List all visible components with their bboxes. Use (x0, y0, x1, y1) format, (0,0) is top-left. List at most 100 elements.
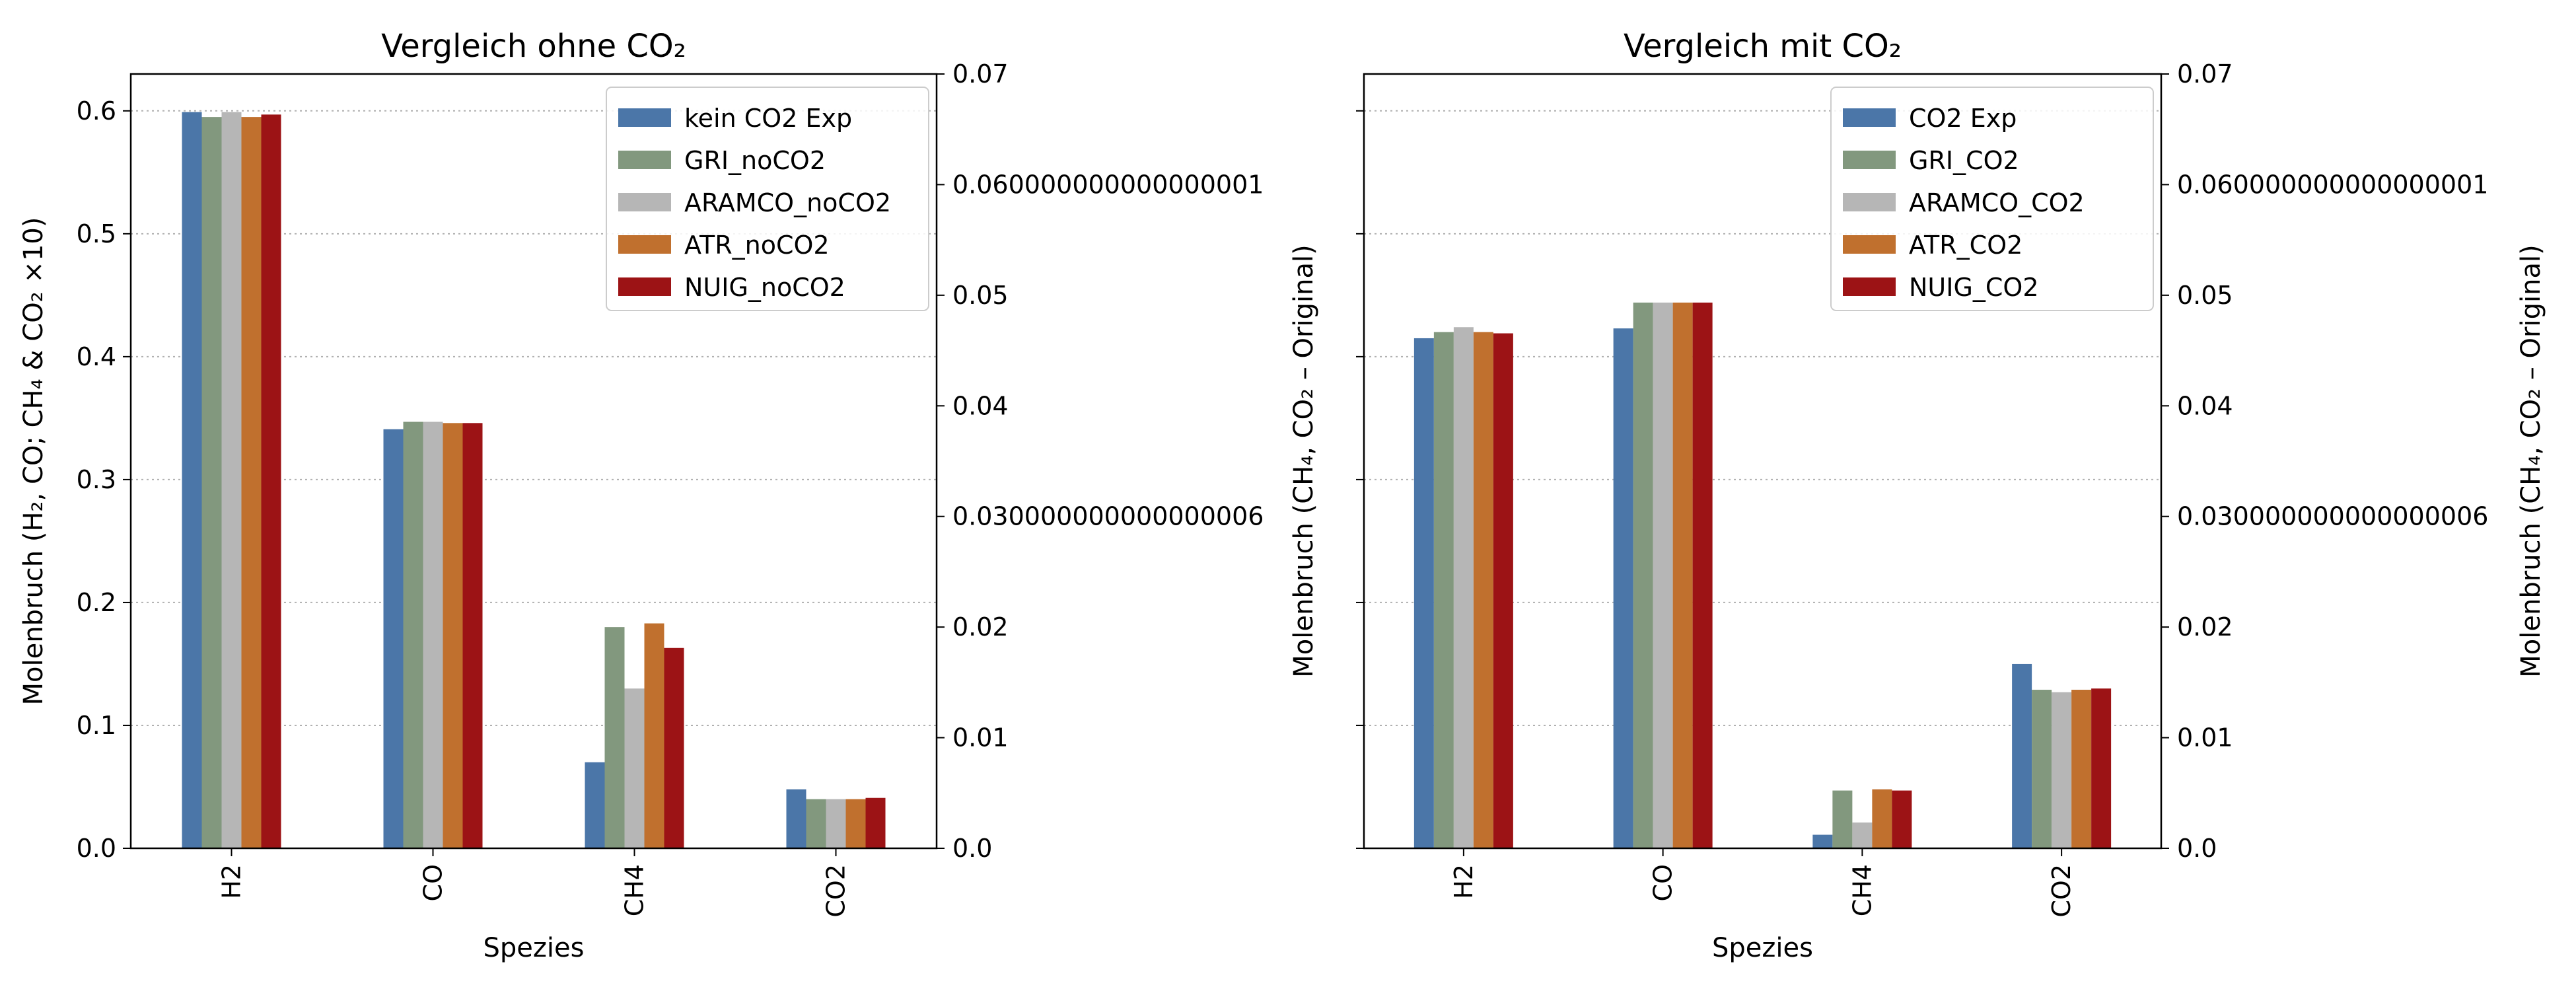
bar (604, 627, 625, 848)
bar (2012, 663, 2032, 848)
bar (221, 112, 242, 849)
y2-tick-label: 0.030000000000000006 (2177, 502, 2488, 531)
chart-title: Vergleich ohne CO₂ (381, 28, 686, 65)
x-tick-label: CO (419, 864, 448, 901)
legend-swatch (1843, 151, 1896, 169)
y-tick-label: 0.6 (77, 96, 116, 126)
legend-entry: GRI_noCO2 (684, 146, 826, 175)
bar (1812, 834, 1833, 848)
legend-swatch (618, 193, 671, 211)
bar (462, 423, 483, 848)
y-tick-label: 0.4 (77, 342, 116, 371)
y2-tick-label: 0.05 (952, 281, 1009, 310)
bar (1433, 332, 1454, 849)
bar (383, 429, 404, 848)
chart-panel-2: 0.0 0.01 0.02 0.030000000000000006 0.04 0.05 0… (1289, 28, 2546, 963)
bar (2052, 692, 2072, 848)
bar (1473, 332, 1493, 849)
x-tick-label: CO2 (822, 864, 851, 918)
y2-tick-label: 0.04 (952, 391, 1009, 420)
legend-entry: ATR_CO2 (1909, 231, 2022, 260)
legend-entry: ATR_noCO2 (684, 231, 830, 260)
y2-tick-label: 0.07 (952, 59, 1009, 89)
bar (1872, 789, 1892, 848)
y2-tick-label: 0.02 (2177, 612, 2233, 642)
bar (1413, 338, 1434, 848)
bar (1633, 303, 1653, 848)
y2-tick-label: 0.01 (952, 723, 1009, 752)
x-axis-label: Spezies (483, 933, 585, 963)
bar (261, 114, 281, 848)
x-tick-label: CH4 (1847, 864, 1877, 916)
bar (201, 117, 222, 849)
y-tick-label: 0.2 (77, 588, 116, 617)
legend-swatch (1843, 277, 1896, 296)
bar (182, 112, 202, 849)
bar (585, 762, 605, 848)
legend-swatch (618, 108, 671, 127)
legend-entry: NUIG_noCO2 (684, 273, 845, 302)
bar (1852, 822, 1873, 848)
y-tick-label: 0.1 (77, 711, 116, 740)
bar (1832, 790, 1853, 848)
x-axis-label: Spezies (1712, 933, 1813, 963)
x-tick-label: CO (1649, 864, 1678, 901)
legend-swatch (1843, 193, 1896, 211)
legend: kein CO2 Exp GRI_noCO2 ARAMCO_noCO2 ATR_noC… (606, 87, 929, 311)
y2-tick-label: 0.030000000000000006 (952, 502, 1264, 531)
y2-tick-label: 0.0 (952, 834, 992, 863)
chart-title: Vergleich mit CO₂ (1624, 28, 1902, 65)
y2-tick-label: 0.04 (2177, 391, 2233, 420)
legend-swatch (1843, 108, 1896, 127)
x-tick-label: H2 (217, 864, 246, 899)
legend-entry: ARAMCO_CO2 (1909, 188, 2085, 217)
x-tick-label: H2 (1449, 864, 1478, 899)
legend-entry: ARAMCO_noCO2 (684, 188, 891, 217)
bar (1672, 303, 1693, 848)
chart-panel-1: 0.0 0.1 0.2 0.3 0.4 0.5 0.6 0.0 0.01 0.02 0.030000… (18, 28, 1264, 963)
plot-frame (1363, 73, 2163, 850)
bar (644, 623, 664, 848)
x-tick-label: CO2 (2047, 864, 2076, 918)
bar (664, 647, 684, 848)
bar (826, 799, 846, 848)
bar (624, 688, 645, 848)
bar (403, 422, 423, 848)
bar (865, 797, 886, 848)
legend: CO2 Exp GRI_CO2 ARAMCO_CO2 ATR_CO2 NUIG_CO2 (1830, 87, 2154, 311)
legend-swatch (618, 235, 671, 254)
bar (2071, 690, 2092, 848)
legend-swatch (618, 151, 671, 169)
legend-entry: GRI_CO2 (1909, 146, 2019, 175)
y2-tick-label: 0.01 (2177, 723, 2233, 752)
bar (806, 799, 826, 848)
bar (1613, 328, 1633, 849)
bar (2032, 690, 2052, 848)
bar (1692, 303, 1713, 848)
bar (1453, 327, 1474, 848)
y2-tick-label: 0.060000000000000001 (2177, 170, 2488, 199)
y-tick-label: 0.5 (77, 219, 116, 248)
bar (1493, 333, 1513, 848)
y2-tick-label: 0.02 (952, 612, 1009, 642)
y-axis-label: Molenbruch (CH₄, CO₂ – Original) (1289, 244, 1319, 677)
plot-frame (129, 73, 938, 850)
legend-swatch (618, 277, 671, 296)
bar (423, 422, 443, 848)
bar (1653, 303, 1673, 848)
y2-axis-label: Molenbruch (CH₄, CO₂ – Original) (2516, 244, 2546, 677)
bar (2091, 688, 2112, 848)
legend-entry: CO2 Exp (1909, 104, 2017, 133)
bar (786, 789, 806, 848)
y-tick-label: 0.0 (77, 834, 116, 863)
legend-entry: kein CO2 Exp (684, 104, 852, 133)
bar (443, 423, 463, 848)
bar (1892, 790, 1912, 848)
y-tick-label: 0.3 (77, 465, 116, 494)
y2-tick-label: 0.05 (2177, 281, 2233, 310)
legend-swatch (1843, 235, 1896, 254)
y-axis-label: Molenbruch (H₂, CO; CH₄ & CO₂ ×10) (18, 217, 49, 706)
bar (845, 799, 866, 848)
legend-box (606, 87, 929, 311)
